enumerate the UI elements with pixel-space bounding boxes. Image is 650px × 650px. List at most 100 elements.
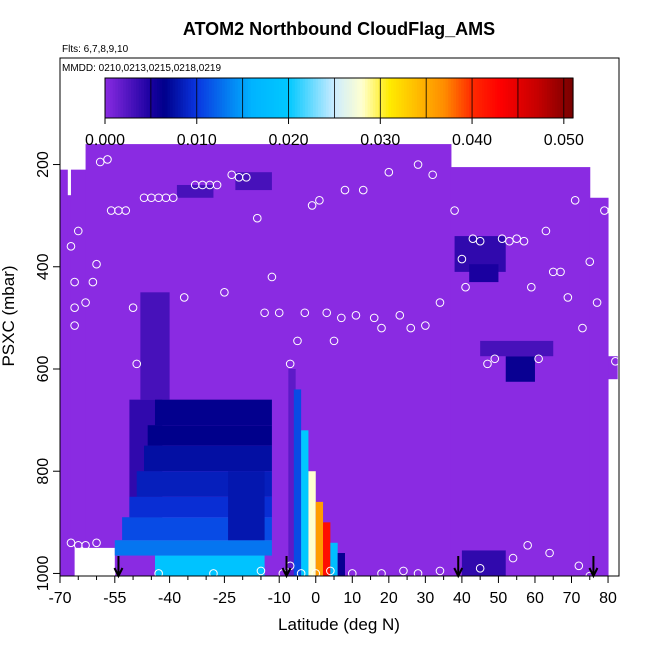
- colorbar-segment-113: [398, 78, 402, 118]
- colorbar-segment-21: [159, 78, 163, 118]
- colorbar-segment-38: [203, 78, 207, 118]
- colorbar-segment-107: [383, 78, 387, 118]
- flight-point-98: [592, 298, 602, 307]
- colorbar-segment-168: [541, 78, 545, 118]
- colorbar-segment-136: [458, 78, 462, 118]
- colorbar-segment-132: [448, 78, 452, 118]
- x-tick-label-3: -25: [213, 590, 236, 607]
- colorbar-frame: [104, 77, 574, 119]
- colorbar-segment-115: [404, 78, 408, 118]
- colorbar-segment-34: [193, 78, 197, 118]
- flight-point-73: [406, 323, 416, 333]
- colorbar-segment-109: [388, 78, 392, 118]
- colorbar-segment-56: [250, 78, 254, 118]
- flight-point-17: [435, 566, 445, 576]
- flight-point-21: [545, 548, 554, 558]
- colorbar-segment-94: [349, 78, 353, 118]
- colorbar-segment-41: [211, 78, 215, 118]
- colorbar-segment-156: [510, 78, 514, 118]
- flight-point-86: [505, 236, 514, 246]
- heatmap-cell-14: [301, 430, 309, 576]
- flight-point-53: [242, 173, 251, 182]
- colorbar-segment-26: [172, 78, 176, 118]
- flight-point-31: [88, 277, 98, 287]
- colorbar-segment-90: [339, 78, 343, 118]
- colorbar-segment-138: [463, 78, 467, 118]
- flight-point-54: [252, 213, 262, 223]
- flight-point-55: [260, 308, 269, 318]
- colorbar-segment-14: [141, 78, 145, 118]
- colorbar-segment-51: [237, 78, 241, 118]
- colorbar-segment-49: [232, 78, 236, 118]
- colorbar-segment-142: [474, 78, 478, 118]
- flight-point-88: [519, 236, 529, 246]
- heatmap-cell-26: [461, 550, 506, 576]
- colorbar-segment-66: [276, 78, 280, 118]
- colorbar-segment-111: [393, 78, 397, 118]
- colorbar-segment-147: [487, 78, 491, 118]
- x-axis: -70 -55 -40 -25 -10 0 10 20 30 40 50 60 70 80: [48, 576, 617, 607]
- colorbar-segment-44: [219, 78, 223, 118]
- colorbar-segment-174: [557, 78, 561, 118]
- colorbar-segment-69: [284, 78, 288, 118]
- colorbar-segment-43: [216, 78, 220, 118]
- colorbar-segment-27: [175, 78, 179, 118]
- colorbar-segment-117: [409, 78, 413, 118]
- colorbar-segment-163: [528, 78, 532, 118]
- flight-point-10: [296, 569, 306, 576]
- flight-point-65: [337, 313, 346, 323]
- colorbar-segment-110: [391, 78, 395, 118]
- colorbar-segment-143: [476, 78, 480, 118]
- flight-point-32: [92, 259, 101, 269]
- flight-point-80: [461, 282, 470, 292]
- colorbar-segment-88: [333, 78, 337, 118]
- colorbar-segment-74: [297, 78, 301, 118]
- flight-point-60: [300, 308, 310, 318]
- heatmap-cell-23: [469, 264, 499, 283]
- colorbar-segment-15: [144, 78, 148, 118]
- colorbar-segment-7: [123, 78, 127, 118]
- flight-point-58: [285, 359, 295, 369]
- colorbar-segment-13: [138, 78, 142, 118]
- flight-point-49: [212, 180, 222, 190]
- colorbar-segment-67: [279, 78, 283, 118]
- colorbar-segment-23: [164, 78, 168, 118]
- colorbar-segment-53: [242, 78, 246, 118]
- colorbar-segment-9: [128, 78, 132, 118]
- heatmap-cell-10: [154, 555, 265, 576]
- x-tick-label-7: 20: [380, 590, 398, 607]
- colorbar-segment-11: [133, 78, 137, 118]
- heatmap-cell-20: [176, 184, 214, 198]
- colorbar-tick-label-1: 0.010: [177, 132, 217, 149]
- colorbar-segment-118: [411, 78, 415, 118]
- flight-point-51: [227, 170, 237, 180]
- flight-point-77: [435, 298, 445, 307]
- colorbar-segment-64: [271, 78, 275, 118]
- y-axis: 200 400 600 800 1000: [35, 151, 60, 591]
- colorbar-segment-112: [396, 78, 400, 118]
- colorbar-segment-154: [505, 78, 509, 118]
- colorbar-segment-50: [235, 78, 239, 118]
- colorbar-segment-36: [198, 78, 202, 118]
- flight-point-79: [457, 254, 467, 264]
- colorbar-segment-120: [417, 78, 421, 118]
- y-tick-label-3: 800: [35, 458, 52, 485]
- colorbar-segment-28: [177, 78, 181, 118]
- colorbar-segment-170: [547, 78, 551, 118]
- colorbar-segment-47: [227, 78, 231, 118]
- flight-point-59: [293, 336, 302, 346]
- plot-frame: [59, 57, 620, 577]
- heatmap-cell-0: [74, 547, 115, 576]
- flight-point-34: [103, 155, 112, 164]
- flight-point-75: [421, 321, 430, 330]
- colorbar-segment-135: [456, 78, 460, 118]
- colorbar-segment-77: [305, 78, 309, 118]
- colorbar-segment-60: [261, 78, 265, 118]
- colorbar-segment-148: [489, 78, 493, 118]
- heatmap-cell-4: [147, 425, 272, 446]
- colorbar-segment-24: [167, 78, 171, 118]
- flight-point-72: [395, 311, 405, 320]
- colorbar-segment-151: [497, 78, 501, 118]
- colorbar-segment-37: [201, 78, 205, 118]
- colorbar-segment-131: [445, 78, 449, 118]
